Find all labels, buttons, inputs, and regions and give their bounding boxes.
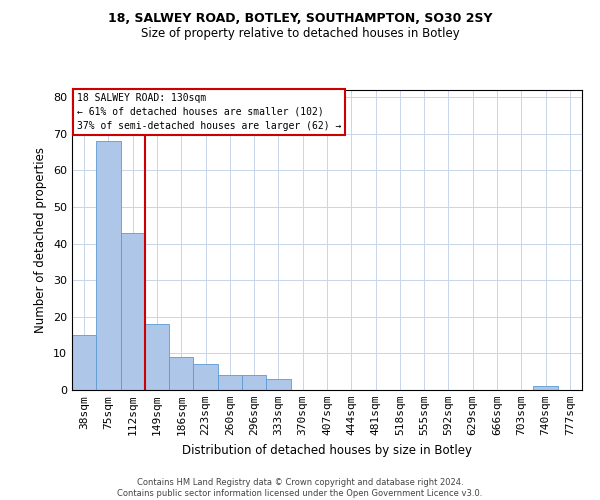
Text: 18, SALWEY ROAD, BOTLEY, SOUTHAMPTON, SO30 2SY: 18, SALWEY ROAD, BOTLEY, SOUTHAMPTON, SO… [108,12,492,26]
Text: Contains HM Land Registry data © Crown copyright and database right 2024.
Contai: Contains HM Land Registry data © Crown c… [118,478,482,498]
X-axis label: Distribution of detached houses by size in Botley: Distribution of detached houses by size … [182,444,472,456]
Bar [193,364,218,390]
Bar [218,376,242,390]
Bar [145,324,169,390]
Bar [121,232,145,390]
Bar [533,386,558,390]
Bar [266,379,290,390]
Bar [72,335,96,390]
Bar [242,376,266,390]
Bar [169,357,193,390]
Text: 18 SALWEY ROAD: 130sqm
← 61% of detached houses are smaller (102)
37% of semi-de: 18 SALWEY ROAD: 130sqm ← 61% of detached… [77,93,341,131]
Text: Size of property relative to detached houses in Botley: Size of property relative to detached ho… [140,28,460,40]
Y-axis label: Number of detached properties: Number of detached properties [34,147,47,333]
Bar [96,141,121,390]
